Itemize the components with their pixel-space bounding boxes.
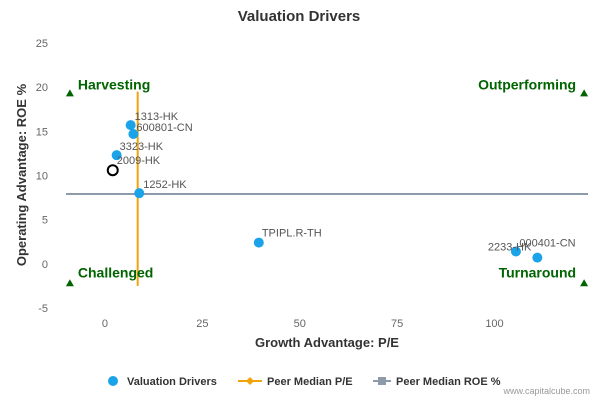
quadrant-marker-icon [580,89,589,97]
y-tick-label: 5 [42,215,48,227]
credit-text: www.capitalcube.com [502,386,590,396]
data-point-label: 3323-HK [120,141,164,153]
highlighted-point-label: 2009-HK [117,155,161,167]
legend-valuation-drivers-icon [108,376,118,386]
data-point [253,237,264,248]
quadrant-label-harvesting: Harvesting [78,76,150,92]
legend-peer-median-pe-diamond-icon [246,377,254,385]
data-point [134,188,145,199]
x-axis-ticks: 0 25 50 75 100 [102,318,504,330]
data-point-label: 000401-CN [519,238,575,250]
x-tick-label: 50 [294,318,306,330]
y-axis-title: Operating Advantage: ROE % [14,83,29,266]
data-point-label: 600801-CN [136,122,192,134]
x-axis-title: Growth Advantage: P/E [255,335,399,350]
legend-peer-median-roe-label: Peer Median ROE % [396,376,501,388]
y-tick-label: 15 [36,126,48,138]
quadrant-label-challenged: Challenged [78,264,153,280]
quadrant-marker-icon [65,89,74,97]
x-tick-label: 25 [196,318,208,330]
data-point-label: TPIPL.R-TH [262,228,322,240]
data-point-label: 1313-HK [135,111,179,123]
y-tick-label: 25 [36,38,48,50]
data-point [532,252,543,263]
quadrant-label-turnaround: Turnaround [499,264,577,280]
chart-title: Valuation Drivers [238,8,361,25]
data-point-label: 2233-HK [488,241,532,253]
quadrant-marker-icon [65,279,74,287]
x-tick-label: 75 [391,318,403,330]
y-tick-label: 10 [36,171,48,183]
legend-valuation-drivers-label: Valuation Drivers [127,376,217,388]
y-tick-label: 0 [42,259,48,271]
highlighted-point [106,164,119,177]
data-point [510,246,521,257]
x-tick-label: 0 [102,318,108,330]
data-point-label: 1252-HK [143,179,187,191]
data-point [111,150,122,161]
data-point [128,128,139,139]
quadrant-label-outperforming: Outperforming [478,76,576,92]
legend-peer-median-roe-square-icon [378,377,386,385]
quadrant-marker-icon [580,279,589,287]
legend: Valuation Drivers Peer Median P/E Peer Med… [108,376,501,388]
legend-peer-median-pe-label: Peer Median P/E [267,376,353,388]
y-tick-label: 20 [36,82,48,94]
y-axis-ticks: -5 0 5 10 15 20 25 [36,38,48,315]
data-point [125,120,136,131]
y-tick-label: -5 [38,303,48,315]
quadrant-labels: Harvesting Outperforming Challenged Turnaro… [65,76,589,287]
x-tick-label: 100 [485,318,503,330]
